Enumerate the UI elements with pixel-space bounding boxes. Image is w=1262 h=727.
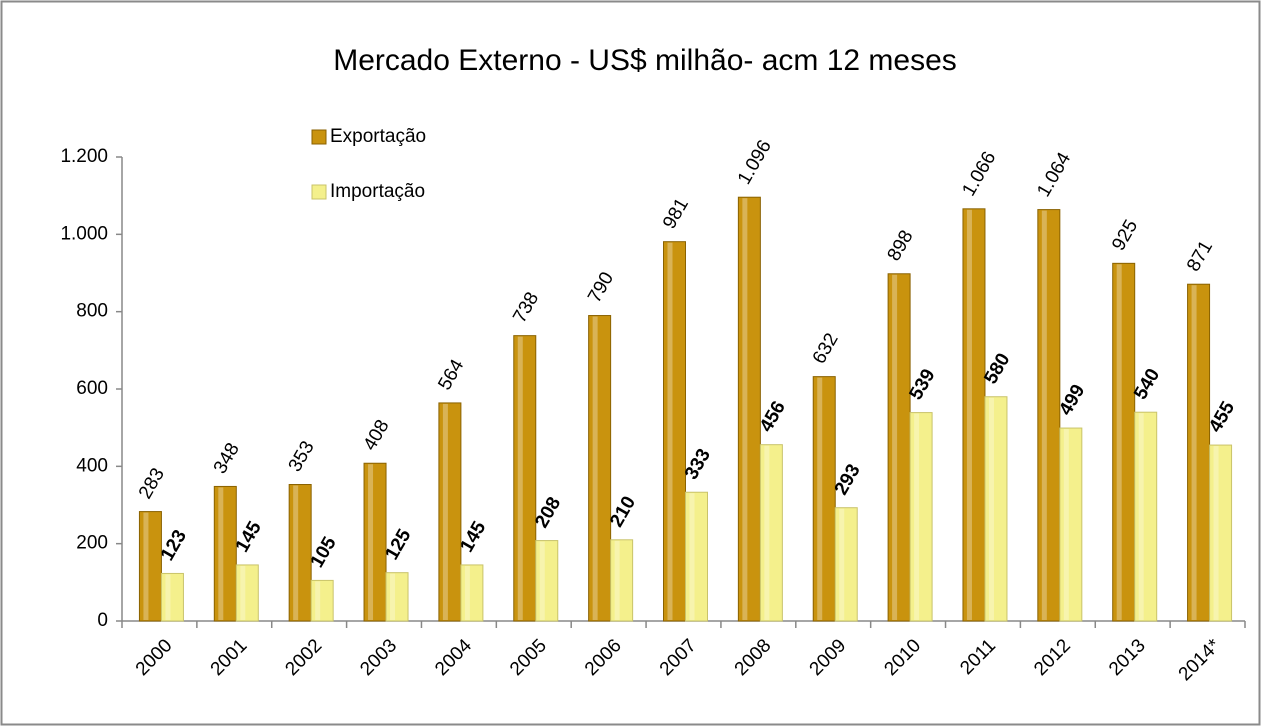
bar-highlight: [892, 274, 898, 620]
bar-highlight: [368, 464, 374, 620]
bar-highlight: [1138, 413, 1144, 620]
bar: [887, 273, 911, 622]
bar: [663, 241, 686, 622]
bar-highlight: [390, 573, 396, 620]
y-tick-label: 1.200: [60, 146, 108, 167]
bar: [1112, 262, 1136, 622]
bar: [909, 412, 933, 622]
bar-highlight: [517, 336, 523, 620]
legend-label: Importação: [330, 181, 425, 202]
bar: [834, 507, 858, 622]
bar-highlight: [966, 209, 972, 620]
bar-highlight: [817, 377, 823, 620]
bar-highlight: [218, 487, 224, 620]
bar: [213, 485, 237, 622]
bar-highlight: [914, 413, 920, 620]
bar-highlight: [442, 403, 448, 620]
bar: [1037, 209, 1061, 622]
bar-highlight: [764, 445, 770, 620]
bar: [385, 572, 409, 622]
bar-highlight: [1116, 264, 1122, 620]
bar-highlight: [689, 493, 695, 620]
legend-swatch: [311, 184, 327, 200]
legend-label: Exportação: [330, 126, 426, 147]
bar: [1209, 444, 1233, 622]
bar: [1187, 283, 1211, 622]
bar-highlight: [143, 512, 149, 620]
bar-highlight: [592, 316, 598, 620]
bar: [310, 579, 334, 622]
bar-highlight: [240, 565, 246, 620]
bar-highlight: [165, 574, 171, 620]
bar: [759, 444, 783, 622]
bar-highlight: [1041, 210, 1047, 620]
bar-highlight: [293, 485, 299, 620]
bar: [1059, 427, 1083, 622]
bar: [1134, 411, 1158, 622]
y-tick-label: 600: [76, 378, 108, 399]
y-tick-label: 1.000: [60, 223, 108, 244]
bar-highlight: [1191, 285, 1197, 620]
bar: [513, 335, 537, 622]
y-tick-label: 800: [76, 301, 108, 322]
bar-highlight: [988, 397, 994, 620]
y-tick-label: 400: [76, 455, 108, 476]
bar: [588, 315, 612, 622]
chart-title: Mercado Externo - US$ milhão- acm 12 mes…: [333, 44, 957, 77]
bar-highlight: [839, 508, 845, 620]
bar-highlight: [742, 198, 748, 621]
bar-highlight: [315, 581, 321, 620]
bar: [535, 540, 559, 622]
bar-highlight: [464, 565, 470, 620]
bar-highlight: [667, 242, 673, 620]
bar: [812, 376, 836, 622]
bar: [235, 564, 259, 622]
bar: [984, 396, 1008, 622]
bar: [460, 564, 484, 622]
bar-highlight: [1063, 429, 1069, 620]
bar-highlight: [1213, 446, 1219, 620]
bar: [610, 539, 634, 622]
bar: [737, 196, 761, 622]
bar-highlight: [614, 540, 620, 620]
bar: [438, 402, 462, 622]
bar-highlight: [539, 541, 545, 620]
bar: [288, 484, 312, 622]
bar: [138, 511, 162, 622]
bar: [962, 208, 986, 622]
y-tick-label: 0: [97, 610, 108, 631]
bar: [685, 491, 708, 622]
y-tick-label: 200: [76, 533, 108, 554]
legend-swatch: [311, 129, 327, 145]
bar: [363, 462, 387, 622]
bar: [160, 572, 184, 622]
